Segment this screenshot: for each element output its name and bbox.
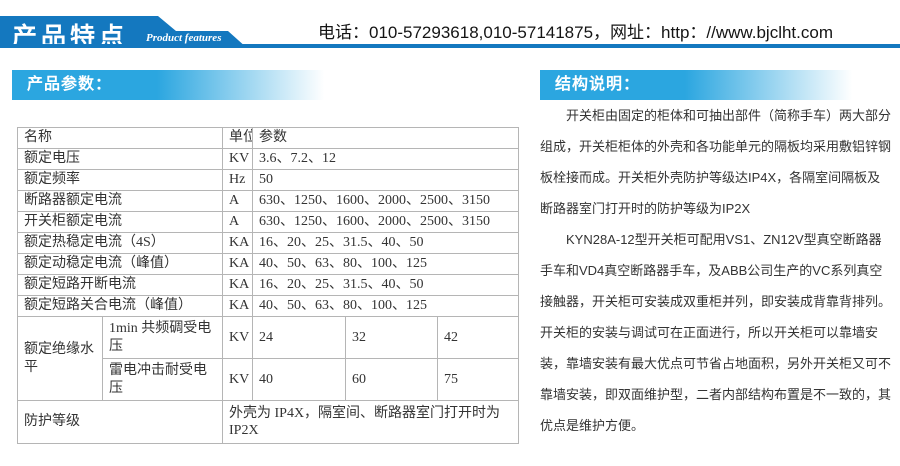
section-header-structure: 结构说明：	[540, 70, 862, 100]
param-name-cell: 雷电冲击耐受电压	[102, 358, 223, 401]
header-divider-line	[0, 44, 900, 48]
col-header-value: 参数	[252, 127, 519, 149]
product-parameters-table: 名称 单位 参数 额定电压 KV 3.6、7.2、12 额定频率 Hz 50 断…	[17, 127, 519, 444]
param-name-cell: 开关柜额定电流	[17, 211, 223, 233]
param-unit-cell: Hz	[222, 169, 253, 191]
param-value-cell: 24	[252, 316, 346, 359]
param-name-cell: 防护等级	[17, 400, 223, 444]
param-value-cell: 75	[437, 358, 519, 401]
param-value-cell: 40、50、63、80、100、125	[252, 253, 519, 275]
param-value-cell: 32	[345, 316, 438, 359]
param-value-cell: 16、20、25、31.5、40、50	[252, 232, 519, 254]
param-unit-cell: A	[222, 211, 253, 233]
structure-paragraph-2: KYN28A-12型开关柜可配用VS1、ZN12V型真空断路器手车和VD4真空断…	[540, 232, 892, 433]
param-value-cell: 外壳为 IP4X，隔室间、断路器室门打开时为IP2X	[222, 400, 519, 444]
param-unit-cell: KV	[222, 148, 253, 170]
param-name-cell: 额定短路开断电流	[17, 274, 223, 296]
param-name-cell: 断路器额定电流	[17, 190, 223, 212]
insulation-group-label-cell: 额定绝缘水平	[17, 316, 103, 401]
param-value-cell: 40、50、63、80、100、125	[252, 295, 519, 317]
contact-info: 电话：010-57293618,010-57141875，网址：http：//w…	[318, 23, 833, 42]
table-row-insulation-2: 雷电冲击耐受电压 KV 40 60 75	[18, 358, 519, 401]
table-row: 开关柜额定电流 A 630、1250、1600、2000、2500、3150	[17, 211, 519, 233]
param-name-cell: 额定热稳定电流（4S）	[17, 232, 223, 254]
banner-subtitle: Product features	[146, 32, 222, 44]
table-row: 额定频率 Hz 50	[17, 169, 519, 191]
param-unit-cell: KV	[222, 316, 253, 359]
param-value-cell: 3.6、7.2、12	[252, 148, 519, 170]
param-value-cell: 16、20、25、31.5、40、50	[252, 274, 519, 296]
param-value-cell: 630、1250、1600、2000、2500、3150	[252, 190, 519, 212]
col-header-name: 名称	[17, 127, 223, 149]
col-header-unit: 单位	[222, 127, 253, 149]
table-row: 额定电压 KV 3.6、7.2、12	[17, 148, 519, 170]
param-name-cell: 额定频率	[17, 169, 223, 191]
param-value-cell: 50	[252, 169, 519, 191]
table-row: 额定短路开断电流 KA 16、20、25、31.5、40、50	[17, 274, 519, 296]
table-header-row: 名称 单位 参数	[17, 127, 519, 149]
param-value-cell: 42	[437, 316, 519, 359]
banner-title: 产品特点	[12, 23, 129, 51]
table-row: 额定动稳定电流（峰值） KA 40、50、63、80、100、125	[17, 253, 519, 275]
table-row-insulation-1: 额定绝缘水平 1min 共频碉受电压 KV 24 32 42	[17, 316, 519, 401]
table-row: 额定短路关合电流（峰值） KA 40、50、63、80、100、125	[17, 295, 519, 317]
table-row-protection: 防护等级 外壳为 IP4X，隔室间、断路器室门打开时为IP2X	[17, 400, 519, 444]
param-unit-cell: KA	[222, 295, 253, 317]
param-unit-cell: KA	[222, 274, 253, 296]
param-value-cell: 60	[345, 358, 438, 401]
param-unit-cell: KA	[222, 253, 253, 275]
param-value-cell: 630、1250、1600、2000、2500、3150	[252, 211, 519, 233]
param-unit-cell: KV	[222, 358, 253, 401]
structure-description: 开关柜由固定的柜体和可抽出部件（简称手车）两大部分组成，开关柜柜体的外壳和各功能…	[540, 100, 892, 441]
param-value-cell: 40	[252, 358, 346, 401]
structure-paragraph-1: 开关柜由固定的柜体和可抽出部件（简称手车）两大部分组成，开关柜柜体的外壳和各功能…	[540, 108, 892, 216]
param-unit-cell: A	[222, 190, 253, 212]
param-name-cell: 额定短路关合电流（峰值）	[17, 295, 223, 317]
section-header-product-params: 产品参数：	[12, 70, 334, 100]
param-name-cell: 额定动稳定电流（峰值）	[17, 253, 223, 275]
table-row: 额定热稳定电流（4S） KA 16、20、25、31.5、40、50	[17, 232, 519, 254]
param-unit-cell: KA	[222, 232, 253, 254]
param-name-cell: 额定电压	[17, 148, 223, 170]
param-name-cell: 1min 共频碉受电压	[102, 316, 223, 359]
table-row: 断路器额定电流 A 630、1250、1600、2000、2500、3150	[17, 190, 519, 212]
